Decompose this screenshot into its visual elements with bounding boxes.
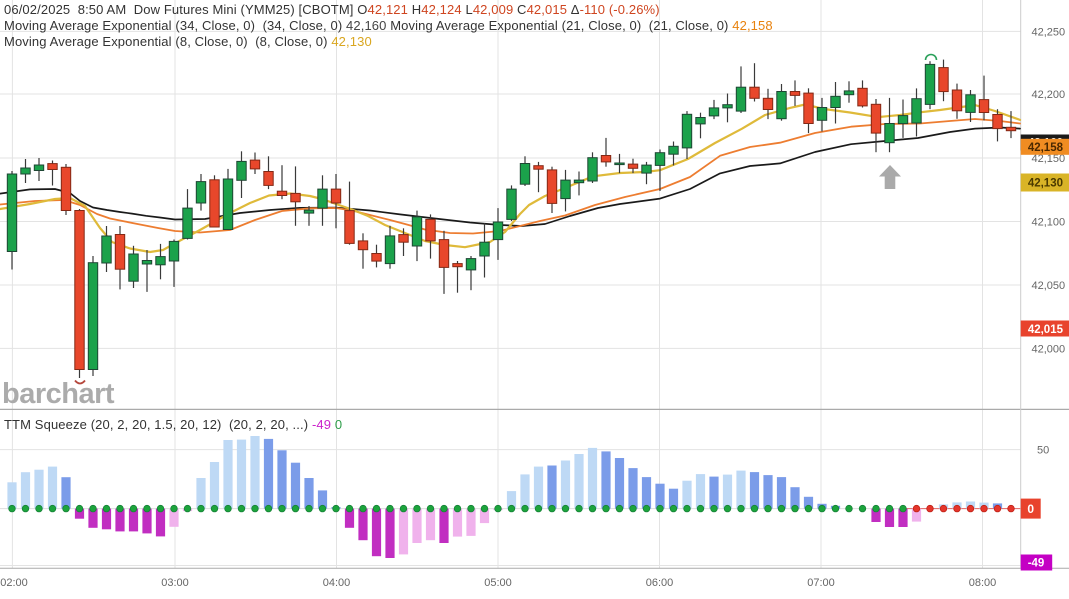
svg-text:42,130: 42,130 — [1028, 178, 1063, 190]
svg-text:42,250: 42,250 — [1032, 26, 1066, 38]
svg-text:06:00: 06:00 — [646, 577, 674, 589]
svg-text:Moving Average Exponential (8,: Moving Average Exponential (8, Close, 0)… — [4, 34, 372, 49]
svg-text:02:00: 02:00 — [0, 577, 28, 589]
svg-text:42,015: 42,015 — [1028, 324, 1064, 336]
svg-text:42,200: 42,200 — [1032, 89, 1066, 101]
svg-text:50: 50 — [1037, 444, 1049, 456]
svg-text:42,158: 42,158 — [1028, 142, 1064, 154]
svg-text:0: 0 — [1027, 502, 1034, 516]
svg-text:-49: -49 — [1028, 558, 1045, 570]
svg-text:barchart: barchart — [2, 378, 115, 410]
svg-text:42,150: 42,150 — [1032, 153, 1066, 165]
svg-text:Moving Average Exponential (34: Moving Average Exponential (34, Close, 0… — [4, 18, 773, 33]
svg-text:TTM Squeeze (20, 2, 20, 1.5, 2: TTM Squeeze (20, 2, 20, 1.5, 20, 12) (20… — [4, 417, 342, 432]
svg-text:42,050: 42,050 — [1032, 280, 1066, 292]
svg-text:03:00: 03:00 — [161, 577, 189, 589]
svg-text:42,000: 42,000 — [1032, 343, 1066, 355]
svg-text:05:00: 05:00 — [484, 577, 512, 589]
svg-text:06/02/2025 8:50 AM Dow Futur: 06/02/2025 8:50 AM Dow Futures Mini (YMM… — [4, 2, 660, 17]
svg-text:04:00: 04:00 — [323, 577, 351, 589]
svg-text:08:00: 08:00 — [969, 577, 997, 589]
svg-text:07:00: 07:00 — [807, 577, 835, 589]
svg-text:42,100: 42,100 — [1032, 217, 1066, 229]
